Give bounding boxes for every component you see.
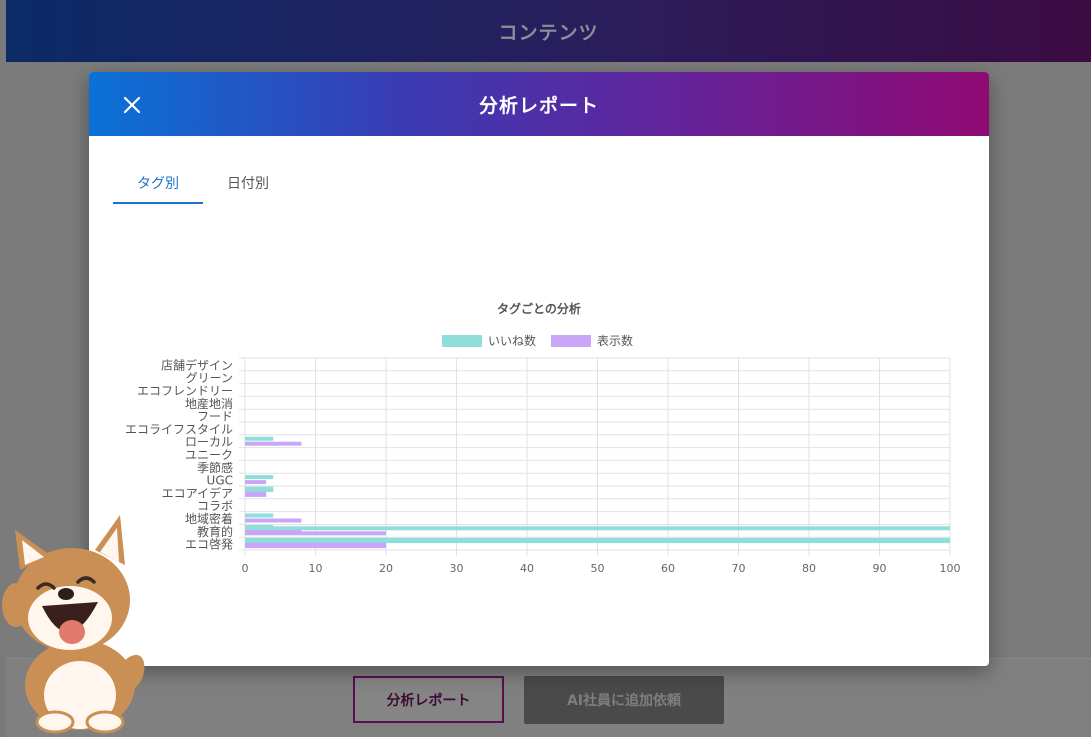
x-tick-label: 80	[802, 562, 816, 575]
x-tick-label: 90	[873, 562, 887, 575]
tab-by-tag[interactable]: タグ別	[113, 162, 203, 204]
y-tick-label: 店舗デザイン	[161, 357, 233, 372]
legend-swatch-views	[551, 335, 591, 347]
x-tick-label: 20	[379, 562, 393, 575]
bar-likes	[245, 436, 274, 441]
legend-swatch-likes	[442, 335, 482, 347]
shiba-dog-mascot	[2, 515, 145, 734]
legend-label-views: 表示数	[597, 333, 633, 348]
page-title: コンテンツ	[498, 21, 599, 44]
y-tick-label: エコアイデア	[162, 485, 233, 500]
bar-likes	[245, 526, 950, 531]
analysis-report-modal: 分析レポート タグ別 日付別 タグごとの分析いいね数 表示数 0 10 20 30 40 50…	[89, 72, 989, 666]
bar-views	[245, 491, 267, 496]
modal-header: 分析レポート	[89, 72, 989, 136]
bar-likes	[245, 513, 274, 518]
x-tick-label: 60	[661, 562, 675, 575]
modal-title: 分析レポート	[478, 94, 599, 117]
x-tick-label: 70	[732, 562, 746, 575]
tag-analysis-chart: タグごとの分析いいね数 表示数 0 10 20 30 40 50 60 70 80 90 100 店舗デザ…	[89, 212, 989, 662]
x-tick-label: 30	[450, 562, 464, 575]
chart-title: タグごとの分析	[497, 301, 581, 316]
top-app-bar: コンテンツ	[6, 0, 1091, 62]
bar-likes	[245, 475, 274, 480]
bar-views	[245, 530, 302, 534]
x-tick-label: 10	[309, 562, 323, 575]
legend-label-likes: いいね数	[488, 333, 536, 348]
bar-views	[245, 480, 267, 485]
analysis-report-button[interactable]: 分析レポート	[353, 676, 504, 723]
y-tick-label: 教育的	[197, 524, 233, 539]
ai-staff-request-button[interactable]: AI社員に追加依頼	[524, 676, 724, 724]
y-tick-label: エコ啓発	[185, 537, 233, 552]
y-tick-label: フード	[197, 410, 233, 424]
close-icon	[123, 96, 141, 114]
x-tick-label: 50	[591, 562, 605, 575]
y-tick-label: ローカル	[185, 435, 233, 449]
x-tick-label: 0	[242, 562, 249, 575]
bar-views	[245, 518, 302, 523]
y-tick-label: グリーン	[186, 371, 233, 385]
bar-views	[245, 441, 302, 446]
y-tick-label: コラボ	[197, 499, 233, 513]
bar-views	[245, 542, 386, 547]
tab-bar: タグ別 日付別	[113, 162, 293, 204]
y-tick-label: エコフレンドリー	[137, 384, 233, 398]
bar-likes	[245, 537, 950, 542]
y-tick-label: ユニーク	[185, 448, 233, 462]
y-tick-label: 季節感	[197, 460, 233, 475]
bar-likes	[245, 525, 274, 529]
close-button[interactable]	[119, 92, 145, 118]
y-tick-label: エコライフスタイル	[125, 422, 233, 436]
x-tick-label: 100	[940, 562, 961, 575]
bar-views	[245, 531, 386, 536]
y-tick-label: UGC	[207, 474, 233, 488]
tab-by-date[interactable]: 日付別	[227, 176, 269, 192]
y-tick-label: 地産地消	[185, 396, 233, 411]
x-tick-label: 40	[520, 562, 534, 575]
bar-likes	[245, 486, 274, 491]
y-tick-label: 地域密着	[185, 511, 233, 526]
